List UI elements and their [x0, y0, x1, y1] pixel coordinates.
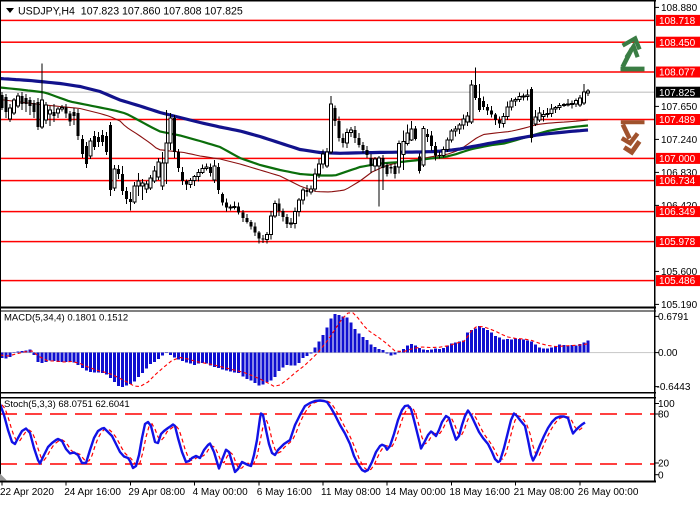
- svg-text:108.077: 108.077: [659, 68, 696, 79]
- svg-text:107.489: 107.489: [659, 115, 696, 126]
- svg-text:4 May 00:00: 4 May 00:00: [193, 487, 248, 498]
- svg-text:105.978: 105.978: [659, 237, 696, 248]
- svg-text:26 May 00:00: 26 May 00:00: [578, 487, 639, 498]
- svg-text:108.880: 108.880: [661, 3, 698, 14]
- svg-text:100: 100: [658, 399, 675, 410]
- svg-text:14 May 00:00: 14 May 00:00: [385, 487, 446, 498]
- svg-text:106.830: 106.830: [661, 168, 698, 179]
- svg-text:0: 0: [658, 470, 664, 481]
- svg-text:107.000: 107.000: [659, 154, 696, 165]
- svg-text:USDJPY,H4 107.823 107.860 107: USDJPY,H4 107.823 107.860 107.808 107.82…: [18, 6, 243, 18]
- svg-text:20: 20: [658, 459, 670, 470]
- svg-text:105.486: 105.486: [659, 276, 696, 287]
- svg-text:105.600: 105.600: [661, 267, 698, 278]
- svg-text:24 Apr 16:00: 24 Apr 16:00: [64, 487, 121, 498]
- svg-text:29 Apr 08:00: 29 Apr 08:00: [128, 487, 185, 498]
- svg-text:0.6791: 0.6791: [658, 312, 689, 323]
- svg-text:18 May 16:00: 18 May 16:00: [449, 487, 510, 498]
- svg-text:107.650: 107.650: [661, 102, 698, 113]
- svg-text:Stoch(5,3,3) 68.0751 62.6041: Stoch(5,3,3) 68.0751 62.6041: [4, 399, 130, 410]
- svg-text:80: 80: [658, 410, 670, 421]
- svg-text:MACD(5,34,4) 0.1801 0.1512: MACD(5,34,4) 0.1801 0.1512: [4, 313, 128, 324]
- svg-text:106.734: 106.734: [659, 176, 696, 187]
- svg-text:6 May 16:00: 6 May 16:00: [257, 487, 312, 498]
- svg-text:108.450: 108.450: [659, 38, 696, 49]
- svg-text:107.240: 107.240: [661, 135, 698, 146]
- svg-text:106.349: 106.349: [659, 207, 696, 218]
- svg-text:21 May 08:00: 21 May 08:00: [514, 487, 575, 498]
- svg-text:0.00: 0.00: [658, 348, 678, 359]
- svg-text:107.825: 107.825: [659, 88, 696, 99]
- svg-text:108.718: 108.718: [659, 16, 696, 27]
- svg-text:105.190: 105.190: [661, 300, 698, 311]
- svg-text:-0.6443: -0.6443: [657, 382, 691, 393]
- svg-text:22 Apr 2020: 22 Apr 2020: [0, 487, 54, 498]
- svg-text:11 May 08:00: 11 May 08:00: [321, 487, 381, 498]
